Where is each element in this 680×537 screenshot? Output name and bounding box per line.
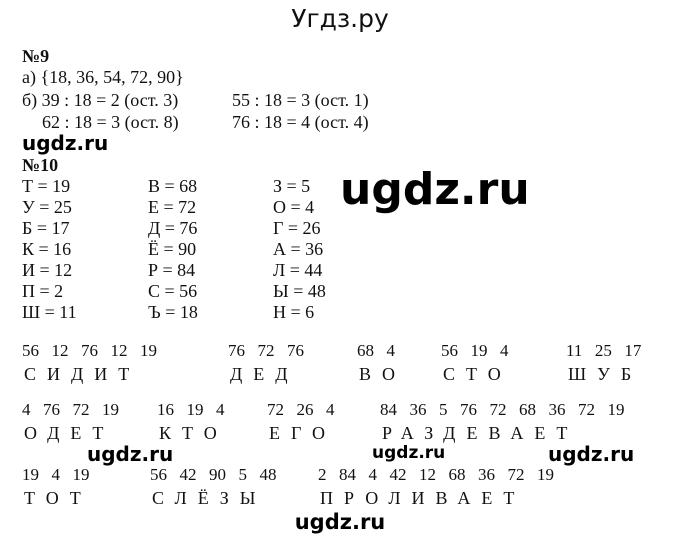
code-numbers: 19 4 19 (22, 465, 90, 484)
letter-code: Л = 44 (273, 260, 323, 280)
decoded-word: ЕГО (269, 423, 336, 443)
letter-code: Ъ = 18 (148, 302, 198, 322)
letter-code: И = 12 (22, 260, 73, 280)
watermark: ugdz.ru (340, 164, 530, 215)
site-title: Угдз.ру (291, 4, 389, 33)
watermark: ugdz.ru (548, 442, 635, 466)
letter-code: Б = 17 (22, 218, 70, 238)
decoded-word: СЛЁЗЫ (152, 488, 267, 508)
code-numbers: 72 26 4 (267, 400, 335, 419)
letter-code: Г = 26 (273, 218, 321, 238)
letter-code: П = 2 (22, 281, 64, 301)
code-numbers: 84 36 5 76 72 68 36 72 19 (380, 400, 625, 419)
code-numbers: 16 19 4 (157, 400, 225, 419)
decoded-word: ТОТ (24, 488, 92, 508)
code-numbers: 56 19 4 (441, 341, 509, 360)
code-numbers: 2 84 4 42 12 68 36 72 19 (318, 465, 554, 484)
decoded-word: ШУБ (568, 364, 643, 384)
task9-a: а) {18, 36, 54, 72, 90} (22, 67, 184, 87)
letter-code: Ё = 90 (148, 239, 197, 259)
letter-code: А = 36 (273, 239, 324, 259)
letter-code: Е = 72 (148, 197, 197, 217)
task9-b4: 76 : 18 = 4 (ост. 4) (232, 112, 369, 132)
watermark: ugdz.ru (22, 131, 109, 155)
code-numbers: 4 76 72 19 (22, 400, 119, 419)
code-numbers: 11 25 17 (566, 341, 642, 360)
code-numbers: 76 72 76 (228, 341, 304, 360)
code-numbers: 56 42 90 5 48 (150, 465, 277, 484)
task9-title: №9 (22, 46, 50, 66)
watermark: ugdz.ru (372, 443, 446, 463)
watermark: ugdz.ru (87, 442, 174, 466)
letter-code: Р = 84 (148, 260, 196, 280)
decoded-word: СТО (443, 364, 512, 384)
decoded-word: СИДИТ (24, 364, 141, 384)
letter-code: Н = 6 (273, 302, 315, 322)
task9-b3: 62 : 18 = 3 (ост. 8) (42, 112, 179, 132)
letter-code: В = 68 (148, 176, 198, 196)
letter-code: З = 5 (273, 176, 311, 196)
decoded-word: ДЕД (230, 364, 299, 384)
decoded-word: РАЗДЕВАЕТ (382, 423, 579, 443)
task10-title: №10 (22, 155, 59, 175)
decoded-word: ВО (359, 364, 407, 384)
code-numbers: 68 4 (357, 341, 395, 360)
code-numbers: 56 12 76 12 19 (22, 341, 157, 360)
letter-code: Ш = 11 (22, 302, 77, 322)
letter-code: У = 25 (22, 197, 72, 217)
letter-code: Т = 19 (22, 176, 71, 196)
decoded-word: ПРОЛИВАЕТ (320, 488, 526, 508)
letter-code: О = 4 (273, 197, 315, 217)
decoded-word: КТО (159, 423, 228, 443)
letter-code: К = 16 (22, 239, 72, 259)
letter-code: Ы = 48 (273, 281, 326, 301)
task9-b1: б) 39 : 18 = 2 (ост. 3) (22, 90, 179, 110)
task9-b2: 55 : 18 = 3 (ост. 1) (232, 90, 369, 110)
letter-code: Д = 76 (148, 218, 198, 238)
letter-code: С = 56 (148, 281, 198, 301)
watermark: ugdz.ru (294, 510, 386, 534)
decoded-word: ОДЕТ (24, 423, 115, 443)
